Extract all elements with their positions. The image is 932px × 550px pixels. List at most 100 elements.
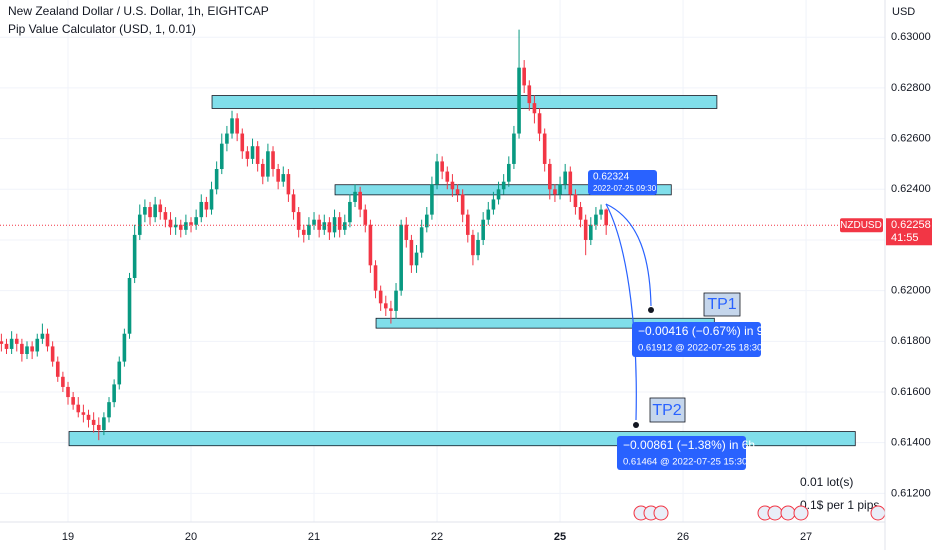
candle-body	[45, 333, 50, 347]
candle-body	[394, 290, 398, 311]
candle-body	[86, 414, 91, 420]
candle-body	[583, 219, 588, 240]
countdown-label: 41:55	[891, 232, 919, 244]
candle-body	[553, 189, 557, 195]
candle-body	[286, 174, 291, 195]
candle-body	[158, 204, 163, 213]
candle-body	[178, 224, 183, 230]
candle-body	[255, 146, 260, 164]
candle-body	[194, 217, 198, 225]
zone	[211, 95, 718, 109]
candle-body	[440, 161, 444, 172]
candle-body	[424, 214, 429, 228]
candle-body	[512, 133, 516, 164]
candle-body	[81, 412, 86, 415]
tp2-detail: 0.61464 @ 2022-07-25 15:30	[623, 457, 747, 468]
y-tick-label: 0.61400	[891, 437, 931, 449]
candle-body	[240, 133, 245, 152]
tp1-change: −0.00416 (−0.67%) in 9h	[638, 324, 770, 338]
candle-body	[399, 224, 403, 291]
tp2-box	[649, 397, 686, 423]
candle-body	[76, 404, 81, 413]
candle-body	[235, 118, 239, 134]
candle-body	[471, 234, 475, 256]
entry-time: 2022-07-25 09:30	[593, 184, 657, 193]
candle-body	[307, 224, 311, 235]
candle-body	[291, 194, 296, 213]
candle-body	[0, 341, 4, 344]
candle-body	[358, 191, 362, 210]
chart-title: New Zealand Dollar / U.S. Dollar, 1h, EI…	[8, 4, 269, 18]
x-tick-label: 19	[62, 531, 74, 543]
candle-body	[445, 171, 450, 182]
candle-body	[122, 333, 127, 362]
candle-body	[137, 214, 142, 235]
candle-body	[450, 181, 455, 190]
candle-body	[209, 189, 214, 210]
candle-body	[61, 376, 65, 387]
candle-body	[230, 118, 234, 134]
candle-body	[327, 222, 332, 233]
candle-body	[25, 346, 29, 354]
candle-body	[117, 361, 122, 385]
candle-body	[368, 224, 373, 266]
x-tick-label: 25	[554, 531, 566, 543]
candle-body	[573, 194, 578, 208]
candle-body	[214, 169, 219, 190]
y-tick-label: 0.61800	[891, 335, 931, 347]
candle-body	[578, 207, 583, 220]
candle-body	[527, 85, 532, 104]
candle-body	[143, 207, 147, 215]
candle-body	[96, 424, 101, 431]
candle-body	[496, 189, 501, 200]
currency-label: USD	[892, 6, 915, 18]
candle-body	[91, 419, 96, 425]
candle-body	[532, 103, 537, 114]
tp2-change: −0.00861 (−1.38%) in 6h	[623, 438, 755, 452]
candle-body	[219, 143, 224, 170]
candle-body	[281, 174, 286, 182]
tp2-arrow	[605, 203, 637, 421]
candle-body	[348, 201, 352, 223]
candle-body	[383, 303, 388, 309]
candle-body	[547, 163, 552, 190]
tp1-arrow	[605, 203, 652, 307]
candle-body	[9, 338, 14, 349]
candle-body	[501, 181, 506, 190]
candle-body	[50, 346, 55, 362]
candle-body	[363, 209, 368, 225]
candle-body	[35, 338, 40, 352]
tp1-box	[703, 292, 741, 317]
candle-body	[378, 290, 383, 304]
event-icons	[633, 505, 886, 521]
candle-body	[537, 113, 542, 134]
candle-body	[517, 67, 521, 134]
candle-body	[189, 222, 193, 225]
candle-body	[594, 214, 598, 225]
entry-callout	[588, 170, 657, 195]
candle-body	[353, 191, 357, 202]
candle-body	[14, 338, 19, 344]
y-tick-label: 0.61200	[891, 487, 931, 499]
last-price-tag	[886, 218, 932, 246]
y-tick-label: 0.61600	[891, 386, 931, 398]
candle-body	[296, 212, 301, 230]
candle-body	[409, 239, 414, 266]
candle-body	[112, 384, 116, 403]
tp2-label: TP2	[652, 402, 681, 419]
candle-body	[430, 184, 434, 215]
candle-body	[558, 184, 562, 195]
candle-body	[404, 224, 409, 240]
candle-body	[71, 397, 75, 405]
symbol-tag	[840, 218, 883, 233]
candle-body	[276, 169, 280, 182]
candle-body	[322, 222, 327, 230]
candle-body	[599, 209, 603, 215]
y-tick-label: 0.62600	[891, 133, 931, 145]
x-tick-label: 27	[800, 531, 812, 543]
tp2-point	[633, 422, 639, 428]
candle-body	[40, 333, 45, 339]
candle-body	[435, 161, 439, 185]
candle-body	[168, 219, 173, 228]
